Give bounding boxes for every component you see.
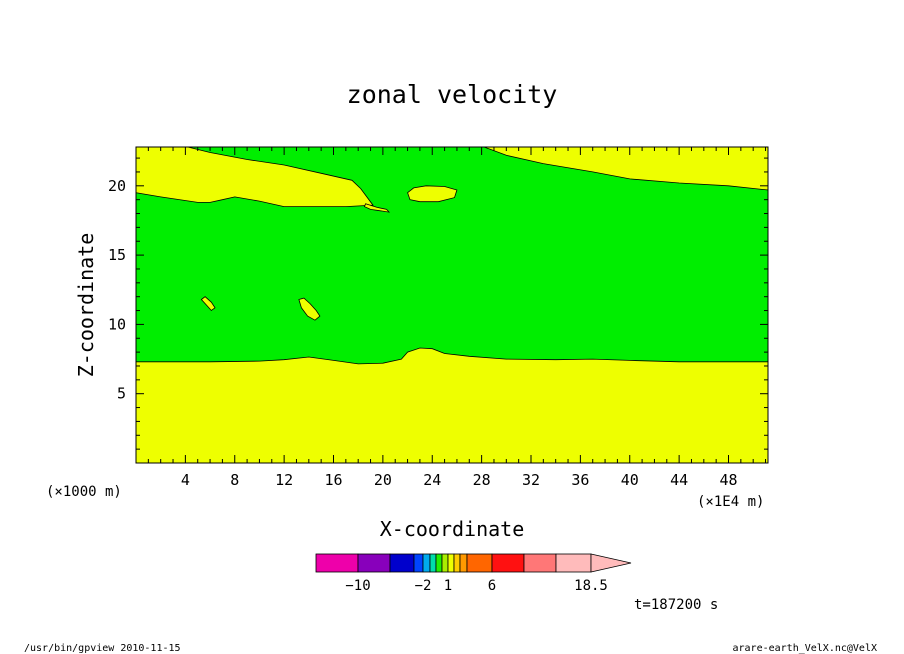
colorbar-segment (315, 553, 359, 573)
colorbar-segment (357, 553, 391, 573)
x-tick-label: 20 (374, 471, 392, 489)
x-tick-label: 48 (719, 471, 737, 489)
x-tick-label: 36 (571, 471, 589, 489)
colorbar-segment (466, 553, 493, 573)
contour-region-0 (135, 146, 769, 365)
colorbar-label: −2 (415, 578, 432, 594)
colorbar-segment (447, 553, 455, 573)
contour-region-2 (407, 185, 458, 203)
colorbar-label: 6 (488, 578, 496, 594)
colorbar-segment (422, 553, 431, 573)
x-tick-label: 32 (522, 471, 540, 489)
y-tick-label: 15 (108, 246, 126, 264)
x-tick-label: 4 (181, 471, 190, 489)
x-tick-label: 8 (230, 471, 239, 489)
x-tick-label: 28 (473, 471, 491, 489)
footer-left: /usr/bin/gpview 2010-11-15 (24, 643, 181, 654)
footer-right: arare-earth_VelX.nc@VelX (733, 643, 878, 654)
x-tick-label: 16 (324, 471, 342, 489)
contour-region-4 (298, 297, 321, 321)
x-tick-label: 12 (275, 471, 293, 489)
plot-frame (135, 146, 769, 464)
colorbar-segment (523, 553, 557, 573)
y-tick-label: 10 (108, 315, 126, 333)
x-tick-label: 44 (670, 471, 688, 489)
time-label: t=187200 s (634, 597, 718, 613)
x-tick-label: 40 (621, 471, 639, 489)
colorbar-label: 1 (444, 578, 452, 594)
x-unit-left: (×1000 m) (46, 484, 122, 500)
contour-regions (135, 146, 769, 365)
colorbar-segment (491, 553, 525, 573)
y-tick-label: 20 (108, 177, 126, 195)
x-axis-label: X-coordinate (380, 517, 525, 541)
x-tick-label: 24 (423, 471, 441, 489)
y-axis-label: Z-coordinate (74, 233, 98, 378)
colorbar-arrow (590, 553, 632, 573)
colorbar: −10 −2 1 6 18.5 (315, 553, 632, 594)
colorbar-label: −10 (345, 578, 370, 594)
colorbar-segment (435, 553, 443, 573)
colorbar-segment (441, 553, 449, 573)
colorbar-segment (459, 553, 468, 573)
y-tick-label: 5 (117, 385, 126, 403)
colorbar-segment (555, 553, 592, 573)
x-unit-right: (×1E4 m) (697, 494, 764, 510)
chart-title: zonal velocity (347, 80, 558, 109)
colorbar-segment (453, 553, 461, 573)
contour-region-1 (363, 203, 391, 213)
contour-region-3 (200, 296, 216, 312)
colorbar-segment (413, 553, 424, 573)
colorbar-segment (429, 553, 437, 573)
colorbar-label: 18.5 (574, 578, 608, 594)
colorbar-segment (389, 553, 415, 573)
